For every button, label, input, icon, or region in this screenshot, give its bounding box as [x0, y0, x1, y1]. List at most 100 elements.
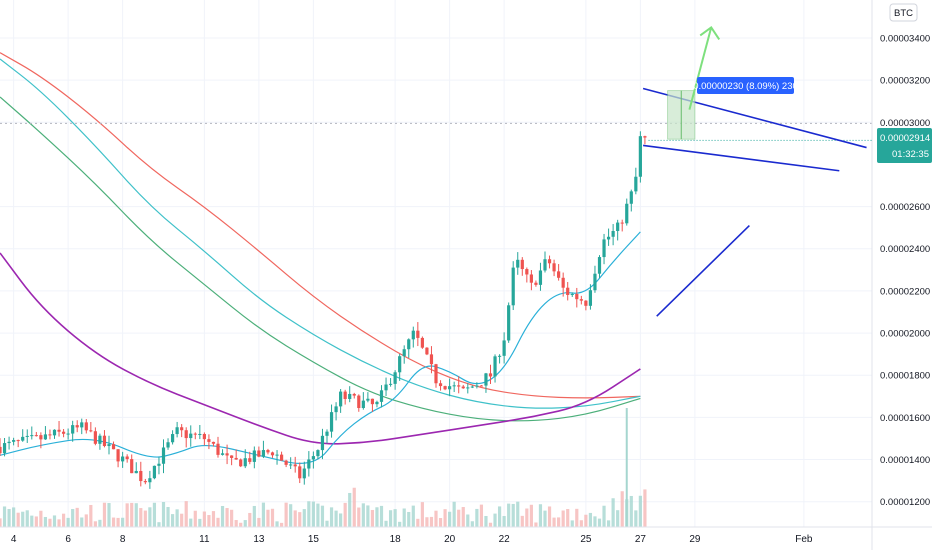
candle-body — [2, 443, 7, 454]
volume-bar — [189, 518, 193, 527]
volume-bar — [416, 518, 420, 527]
candle-body — [379, 390, 384, 402]
candle-body — [479, 385, 484, 387]
candle-body — [429, 354, 434, 365]
candle-body — [234, 457, 238, 460]
candle-body — [102, 435, 107, 447]
candle-body — [293, 464, 297, 467]
volume-bar — [293, 510, 297, 527]
volume-bar — [593, 516, 597, 527]
candle-body — [384, 384, 388, 391]
candle-body — [157, 463, 161, 466]
candle-body — [175, 427, 179, 435]
volume-bar — [407, 511, 411, 527]
volume-bar — [198, 518, 202, 527]
candle-body — [416, 330, 420, 338]
candle-body — [66, 433, 70, 435]
candle-body — [557, 271, 561, 278]
candle-body — [457, 385, 461, 387]
candle-body — [7, 441, 11, 444]
volume-bar — [497, 506, 502, 527]
volume-bar — [443, 509, 447, 527]
volume-bar — [438, 518, 443, 527]
volume-bar — [211, 511, 216, 527]
candle-body — [225, 453, 229, 456]
candle-body — [588, 290, 593, 306]
volume-bar — [75, 507, 79, 527]
volume-bar — [102, 502, 107, 527]
volume-bar — [125, 503, 129, 527]
volume-bar — [25, 510, 29, 527]
candle-body — [339, 391, 343, 407]
price-tick-label: 0.00002600 — [880, 202, 930, 213]
volume-bar — [202, 511, 206, 527]
candle-body — [497, 355, 502, 357]
price-axis[interactable]: 0.00001200 0.00001400 0.00001600 0.00001800… — [880, 33, 930, 508]
candle-body — [80, 422, 84, 428]
volume-bar — [484, 515, 488, 527]
candle-body — [325, 431, 329, 436]
volume-bar — [66, 517, 70, 527]
volume-bar — [34, 516, 38, 527]
volume-bar — [520, 515, 524, 527]
candle-body — [211, 441, 216, 444]
candle-body — [298, 466, 302, 479]
candle-body — [12, 440, 16, 442]
volume-bar — [379, 505, 384, 527]
volume-bar — [270, 508, 275, 527]
volume-bar — [452, 501, 456, 527]
candle-body — [597, 257, 602, 274]
volume-spike — [625, 408, 628, 527]
time-tick-label: 20 — [444, 534, 456, 545]
volume-bar — [588, 512, 593, 527]
currency-badge-box[interactable] — [889, 3, 918, 22]
volume-bar — [289, 504, 293, 527]
drawings — [0, 25, 872, 317]
volume-bar — [166, 506, 170, 527]
candle-body — [448, 386, 452, 390]
time-tick-label: 4 — [11, 534, 17, 545]
volume-bar — [643, 489, 647, 527]
candle-body — [152, 465, 157, 479]
volume-bar — [620, 491, 624, 527]
time-tick-label: 18 — [390, 534, 402, 545]
candle-body — [25, 435, 29, 437]
candle-body — [48, 434, 52, 436]
price-tick-label: 0.00001600 — [880, 413, 930, 424]
volume-bar — [139, 508, 143, 527]
volume-bar — [393, 509, 397, 527]
volume-bar — [261, 502, 266, 527]
candle-body — [261, 450, 266, 457]
volume-bar — [339, 513, 343, 527]
candle-body — [220, 453, 225, 455]
volume-bar — [547, 506, 552, 527]
candle-body — [334, 406, 338, 413]
volume-bar — [329, 507, 334, 527]
candle-body — [611, 231, 615, 237]
candle-body — [134, 470, 138, 474]
candle-body — [525, 269, 529, 275]
candle-body — [638, 136, 642, 177]
candle-body — [39, 435, 43, 440]
price-tick-label: 0.00002200 — [880, 286, 930, 297]
volume-bar — [597, 518, 602, 527]
measure-tooltip-box — [697, 77, 794, 94]
volume-bar — [325, 520, 329, 527]
volume-bar — [116, 517, 120, 527]
volume-bar — [616, 510, 620, 527]
volume-bar — [466, 514, 470, 527]
candle-body — [388, 383, 393, 385]
candle-body — [566, 287, 570, 295]
measure-tooltip-text: 0.00000230 (8.09%) 230 — [693, 81, 798, 92]
volume-bar — [370, 509, 375, 527]
volume-bar — [429, 516, 434, 527]
candle-body — [348, 393, 352, 399]
candle-body — [461, 386, 465, 389]
candle-body — [75, 425, 79, 428]
volume-bar — [243, 520, 247, 527]
candle-body — [370, 398, 375, 405]
candle-body — [130, 459, 134, 474]
candle-body — [438, 383, 443, 387]
time-axis[interactable]: 4 6 8 11 13 15 18 20 22 25 27 29 Feb — [11, 534, 813, 545]
